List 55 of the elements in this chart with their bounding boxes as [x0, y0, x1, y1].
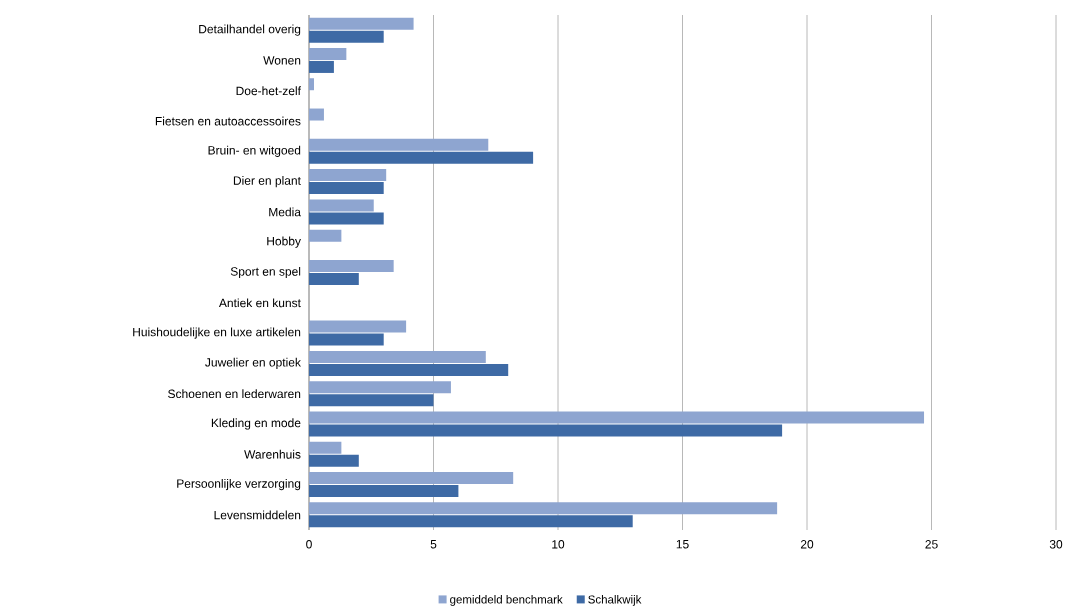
y-tick-label: Huishoudelijke en luxe artikelen — [133, 327, 301, 339]
bar — [309, 78, 314, 91]
bar — [309, 411, 925, 424]
y-tick-label: Detailhandel overig — [199, 24, 301, 36]
bar — [309, 333, 384, 346]
bar — [309, 363, 509, 376]
y-tick-label: Bruin- en witgoed — [208, 145, 301, 157]
bar — [309, 381, 451, 394]
y-tick-label: Levensmiddelen — [214, 510, 301, 520]
legend-label: gemiddeld benchmark — [450, 595, 563, 606]
bar — [309, 424, 783, 437]
y-tick-label: Hobby — [267, 236, 301, 248]
bar — [309, 229, 342, 242]
x-tick-label: 15 — [676, 540, 689, 549]
bar — [309, 515, 633, 528]
bar — [309, 502, 778, 515]
legend-label: Schalkwijk — [588, 595, 642, 606]
y-tick-label: Media — [269, 207, 301, 217]
y-tick-label: Dier en plant — [233, 176, 301, 188]
bar — [309, 260, 394, 272]
bar — [309, 441, 342, 454]
bar — [309, 108, 324, 121]
y-tick-label: Fietsen en autoaccessoires — [155, 116, 301, 126]
bar — [309, 60, 334, 73]
x-tick-label: 0 — [306, 540, 312, 549]
bar — [309, 169, 387, 182]
y-tick-label: Doe-het-zelf — [236, 86, 301, 96]
bar — [309, 485, 459, 498]
bar — [309, 472, 514, 485]
bar — [309, 350, 486, 363]
y-tick-label: Wonen — [263, 56, 301, 65]
y-tick-label: Juwelier en optiek — [205, 357, 301, 369]
bar — [309, 47, 347, 60]
bar — [309, 182, 384, 195]
y-tick-label: Warenhuis — [244, 449, 301, 459]
bar — [309, 199, 374, 212]
x-tick-label: 20 — [800, 540, 814, 549]
x-tick-label: 25 — [925, 540, 938, 549]
x-tick-label: 30 — [1049, 540, 1063, 549]
bar — [309, 151, 534, 164]
bar — [309, 320, 407, 333]
x-tick-label: 10 — [552, 540, 565, 549]
bar — [309, 138, 489, 151]
bar — [309, 30, 384, 43]
bar — [309, 394, 434, 407]
y-tick-label: Sport en spel — [230, 266, 301, 279]
bar — [309, 17, 414, 30]
bar — [309, 454, 359, 467]
x-tick-label: 5 — [430, 540, 437, 549]
y-tick-label: Persoonlijke verzorging — [177, 478, 301, 491]
bar — [309, 212, 384, 225]
y-tick-label: Kleding en mode — [211, 418, 301, 430]
bar — [309, 273, 359, 285]
y-tick-label: Antiek en kunst — [218, 298, 301, 308]
y-tick-label: Schoenen en lederwaren — [168, 389, 301, 399]
